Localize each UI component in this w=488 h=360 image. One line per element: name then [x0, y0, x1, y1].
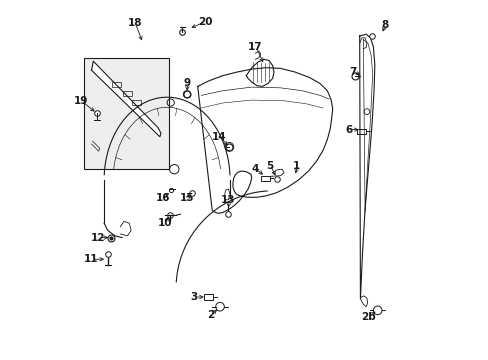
Text: 9: 9 — [183, 78, 190, 88]
FancyBboxPatch shape — [84, 58, 168, 169]
Bar — [356, 129, 366, 134]
Text: 6: 6 — [345, 125, 352, 135]
Text: 1: 1 — [292, 161, 300, 171]
Text: 2: 2 — [206, 310, 213, 320]
Bar — [203, 294, 213, 300]
Polygon shape — [91, 61, 161, 137]
Polygon shape — [359, 34, 374, 299]
Text: 8: 8 — [381, 20, 388, 30]
Bar — [260, 176, 270, 181]
Text: 5: 5 — [265, 161, 273, 171]
Text: 13: 13 — [221, 195, 235, 205]
Text: 7: 7 — [348, 67, 355, 77]
Polygon shape — [197, 68, 332, 213]
Text: 14: 14 — [212, 132, 226, 142]
Text: 12: 12 — [90, 233, 104, 243]
Bar — [123, 91, 132, 96]
Text: 18: 18 — [127, 18, 142, 28]
Bar — [112, 82, 121, 87]
Bar — [132, 100, 141, 105]
Text: 19: 19 — [73, 96, 88, 106]
Text: 2b: 2b — [361, 312, 375, 322]
Text: 16: 16 — [156, 193, 170, 203]
Text: 17: 17 — [247, 42, 262, 52]
Text: 4: 4 — [251, 164, 259, 174]
Text: 11: 11 — [84, 254, 99, 264]
Text: 20: 20 — [197, 17, 212, 27]
Polygon shape — [246, 59, 273, 86]
Text: 15: 15 — [179, 193, 194, 203]
Text: 10: 10 — [157, 218, 171, 228]
Text: 3: 3 — [190, 292, 197, 302]
